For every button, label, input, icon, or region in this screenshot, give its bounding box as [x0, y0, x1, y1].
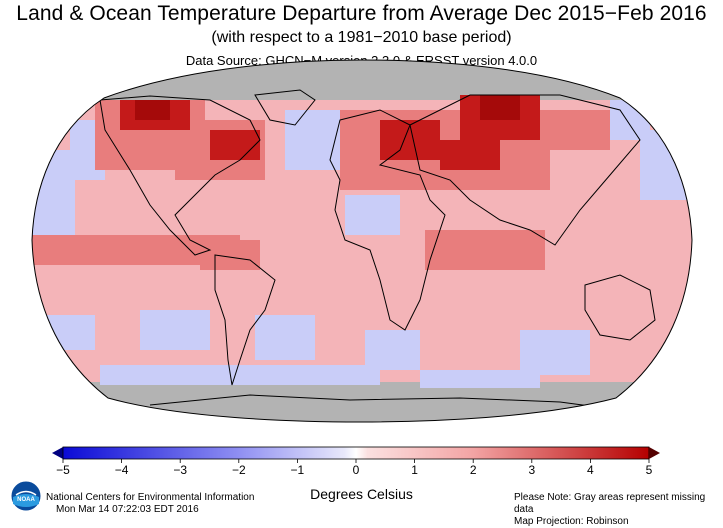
continent-outlines	[99, 89, 656, 411]
asia-outline	[409, 94, 641, 246]
map-title: Land & Ocean Temperature Departure from …	[16, 2, 707, 25]
arctic-missing-data	[32, 60, 692, 100]
logo-text: NOAA	[17, 497, 35, 503]
colorbar-right-arrow	[649, 447, 660, 459]
north-america-outline	[99, 95, 261, 256]
colorbar	[52, 446, 660, 463]
antarctic-missing-data	[32, 382, 692, 422]
colorbar-tick-label: 2	[469, 463, 477, 477]
colorbar-tick-label: −2	[231, 463, 246, 477]
colorbar-left-arrow	[52, 447, 63, 459]
colorbar-tick-label: 5	[645, 463, 653, 477]
temperature-map	[31, 59, 693, 463]
colorbar-tick-label: 3	[528, 463, 536, 477]
australia-outline	[584, 274, 656, 341]
colorbar-gradient	[62, 446, 650, 460]
map-field	[32, 60, 692, 422]
projection-note: Map Projection: Robinson	[514, 516, 629, 527]
south-america-outline	[214, 254, 276, 386]
timestamp: Mon Mar 14 07:22:03 EDT 2016	[56, 504, 199, 515]
colorbar-tick-label: −1	[290, 463, 305, 477]
antarctica-outline	[149, 394, 621, 411]
colorbar-tick-label: −5	[56, 463, 70, 477]
missing-data-note: Please Note: Gray areas represent missin…	[514, 492, 706, 515]
org-name: National Centers for Environmental Infor…	[46, 492, 255, 503]
footer-left: National Centers for Environmental Infor…	[46, 492, 254, 516]
map-subtitle: (with respect to a 1981−2010 base period…	[211, 29, 512, 46]
noaa-logo-icon: NOAA	[10, 480, 42, 512]
greenland-outline	[254, 89, 316, 126]
colorbar-tick-label: −3	[173, 463, 188, 477]
globe-border	[31, 59, 693, 423]
colorbar-tick-label: 4	[587, 463, 594, 477]
colorbar-tick-label: 1	[411, 463, 418, 477]
europe-africa-outline	[329, 109, 446, 331]
colorbar-tick-label: −4	[114, 463, 129, 477]
colorbar-tick-label: 0	[352, 463, 360, 477]
very-hot-anomaly-regions	[135, 95, 520, 120]
footer-right: Please Note: Gray areas represent missin…	[514, 492, 723, 528]
colorbar-axis-label: Degrees Celsius	[310, 486, 413, 502]
